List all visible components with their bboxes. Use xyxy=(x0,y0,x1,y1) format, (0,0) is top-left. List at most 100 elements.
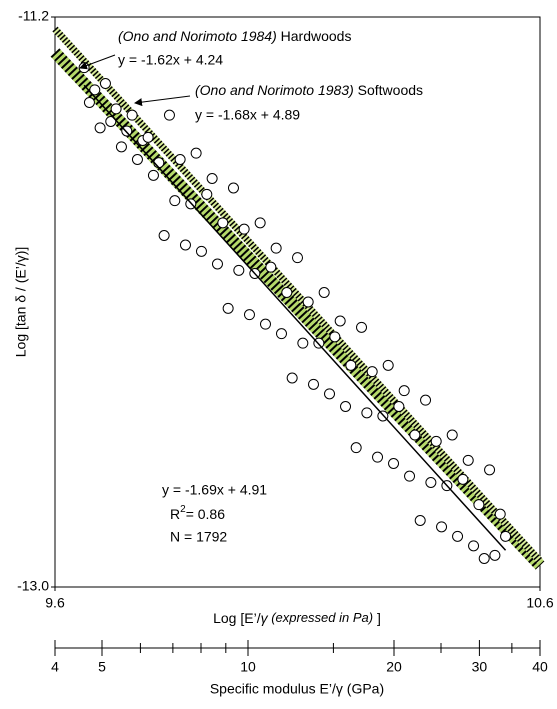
point xyxy=(409,429,421,441)
point xyxy=(372,451,384,463)
point xyxy=(238,223,250,235)
point xyxy=(334,315,346,327)
point xyxy=(484,464,496,476)
reference-annotation: (Ono and Norimoto 1983) Softwoods xyxy=(195,82,423,98)
point xyxy=(254,217,266,229)
secondary-tick-label: 20 xyxy=(386,659,402,675)
point xyxy=(329,331,341,343)
point xyxy=(345,359,357,371)
point xyxy=(494,508,506,520)
y-tick-label: -13.0 xyxy=(17,578,49,594)
point xyxy=(489,549,501,561)
plot-frame xyxy=(54,16,541,588)
point xyxy=(478,553,490,564)
point xyxy=(414,515,426,526)
fit-line xyxy=(83,84,507,551)
points xyxy=(78,62,512,564)
point xyxy=(281,287,293,298)
point xyxy=(462,454,474,466)
point xyxy=(340,401,352,412)
point xyxy=(83,97,95,108)
point xyxy=(324,388,336,400)
point xyxy=(302,296,314,308)
r2-sup: 2 xyxy=(180,504,186,515)
point xyxy=(217,217,229,229)
point xyxy=(259,318,271,330)
point xyxy=(206,173,218,184)
point xyxy=(147,169,159,181)
point xyxy=(110,103,122,115)
point xyxy=(500,530,512,542)
point xyxy=(452,530,464,542)
point xyxy=(457,473,469,485)
point xyxy=(275,328,287,340)
point xyxy=(243,309,255,321)
secondary-tick-label: 40 xyxy=(532,659,548,675)
point xyxy=(163,109,175,121)
xlabel-part: Log [E’/ xyxy=(213,610,261,626)
secondary-axis-label: Specific modulus E’/γ (GPa) xyxy=(210,681,384,697)
secondary-tick-label: 4 xyxy=(51,659,59,675)
reference-annotation: (Ono and Norimoto 1984) Hardwoods xyxy=(118,28,351,44)
point xyxy=(468,540,480,552)
reference-equation: y = -1.62x + 4.24 xyxy=(118,52,223,68)
arrow xyxy=(79,54,116,70)
r-squared: R2= 0.86 xyxy=(170,504,225,522)
x-axis-label: Log [E’/γ (expressed in Pa) ] xyxy=(213,610,381,626)
y-tick-label: -11.2 xyxy=(18,8,49,24)
point xyxy=(89,84,101,96)
point xyxy=(393,401,405,412)
point xyxy=(473,499,485,511)
point xyxy=(115,141,127,153)
x-tick-label: 10.6 xyxy=(526,595,553,611)
point xyxy=(270,242,282,254)
point xyxy=(292,252,303,264)
point xyxy=(142,131,154,143)
point xyxy=(227,182,239,194)
point xyxy=(201,188,213,200)
point xyxy=(131,154,143,165)
point xyxy=(366,366,378,378)
secondary-tick-label: 30 xyxy=(472,659,488,675)
point xyxy=(430,435,442,447)
y-axis-label: Log [tan δ / (E’/γ)] xyxy=(13,247,29,358)
point xyxy=(297,337,309,349)
point xyxy=(420,394,432,406)
point xyxy=(404,470,416,482)
point xyxy=(436,521,448,533)
point xyxy=(350,442,362,454)
fit-equation: y = -1.69x + 4.91 xyxy=(162,482,267,498)
point xyxy=(195,245,207,257)
point xyxy=(179,239,191,251)
point xyxy=(211,258,223,270)
point xyxy=(233,264,245,276)
point xyxy=(388,458,400,469)
point xyxy=(308,378,320,390)
r2-label: R xyxy=(170,506,180,522)
point xyxy=(382,359,394,371)
xlabel-part: ] xyxy=(373,610,381,626)
xlabel-part: γ xyxy=(261,610,269,626)
point xyxy=(174,154,186,165)
point xyxy=(105,116,117,127)
secondary-tick-label: 5 xyxy=(98,659,106,675)
citation: (Ono and Norimoto 1984) xyxy=(118,28,277,44)
point xyxy=(169,195,181,207)
r2-value: = 0.86 xyxy=(186,506,226,522)
point xyxy=(222,302,234,314)
secondary-tick-label: 10 xyxy=(240,659,256,675)
point xyxy=(398,385,410,397)
point xyxy=(126,109,138,121)
wood-type: Hardwoods xyxy=(281,28,352,44)
point xyxy=(190,147,202,159)
citation: (Ono and Norimoto 1983) xyxy=(195,82,354,98)
xlabel-part: (expressed in Pa) xyxy=(268,610,374,625)
arrow xyxy=(134,95,191,107)
wood-type: Softwoods xyxy=(358,82,423,98)
point xyxy=(99,78,111,89)
point xyxy=(94,122,106,134)
x-tick-label: 9.6 xyxy=(45,595,65,611)
point xyxy=(318,287,330,298)
point xyxy=(356,321,368,333)
